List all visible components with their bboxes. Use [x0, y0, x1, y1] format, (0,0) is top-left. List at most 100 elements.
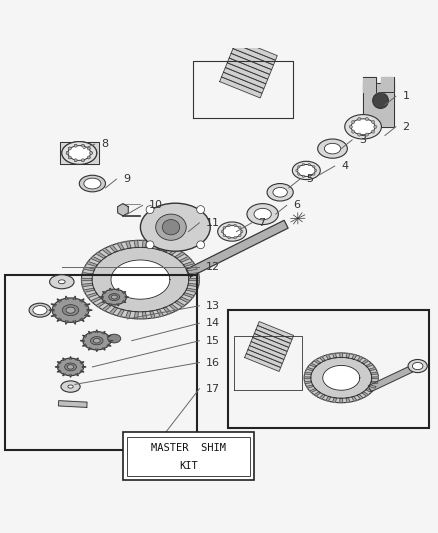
Polygon shape [246, 350, 282, 367]
Bar [123, 432, 254, 480]
Polygon shape [381, 77, 394, 92]
Circle shape [228, 237, 230, 239]
Bar [5, 275, 197, 450]
Polygon shape [310, 389, 317, 392]
Text: 2: 2 [403, 122, 410, 132]
Circle shape [365, 133, 368, 136]
Polygon shape [80, 318, 84, 321]
Polygon shape [73, 321, 75, 324]
Polygon shape [110, 288, 112, 290]
Polygon shape [222, 72, 264, 93]
Circle shape [74, 144, 77, 147]
Polygon shape [96, 301, 106, 307]
Polygon shape [157, 243, 163, 250]
Ellipse shape [68, 146, 91, 160]
Polygon shape [84, 288, 95, 292]
Polygon shape [82, 366, 86, 368]
Polygon shape [134, 312, 138, 319]
Polygon shape [357, 394, 363, 399]
Ellipse shape [292, 161, 320, 180]
Circle shape [87, 147, 90, 150]
Circle shape [297, 173, 300, 175]
Polygon shape [126, 241, 131, 248]
Text: 6: 6 [293, 200, 300, 211]
Circle shape [297, 166, 300, 168]
Ellipse shape [111, 295, 117, 299]
Polygon shape [84, 267, 95, 271]
Circle shape [68, 156, 71, 159]
Polygon shape [126, 311, 131, 318]
Text: KIT: KIT [179, 461, 198, 471]
Ellipse shape [83, 332, 111, 350]
Circle shape [314, 169, 317, 172]
Polygon shape [102, 332, 105, 334]
Polygon shape [96, 252, 106, 259]
Ellipse shape [84, 178, 101, 189]
Polygon shape [102, 301, 106, 303]
Circle shape [146, 241, 154, 249]
Circle shape [239, 234, 241, 237]
Text: MASTER  SHIM: MASTER SHIM [151, 443, 226, 453]
Polygon shape [319, 357, 325, 361]
Circle shape [66, 151, 69, 155]
Polygon shape [117, 303, 119, 306]
Polygon shape [117, 309, 124, 317]
Polygon shape [233, 44, 276, 65]
Ellipse shape [247, 204, 279, 224]
Polygon shape [326, 354, 331, 359]
Polygon shape [157, 309, 163, 317]
Circle shape [81, 159, 85, 161]
Polygon shape [109, 340, 113, 342]
Polygon shape [250, 342, 286, 359]
Polygon shape [223, 68, 266, 88]
Polygon shape [170, 304, 179, 311]
Polygon shape [235, 39, 277, 60]
Polygon shape [340, 398, 343, 403]
Ellipse shape [67, 365, 74, 369]
Polygon shape [82, 272, 93, 276]
Text: 8: 8 [101, 139, 108, 149]
Ellipse shape [155, 214, 186, 240]
Ellipse shape [49, 275, 74, 289]
Polygon shape [58, 401, 87, 407]
Polygon shape [110, 245, 117, 252]
Polygon shape [220, 77, 262, 98]
Text: 14: 14 [206, 318, 220, 328]
Circle shape [234, 224, 237, 227]
Ellipse shape [109, 294, 120, 301]
Polygon shape [180, 297, 190, 303]
Polygon shape [91, 297, 101, 303]
Polygon shape [248, 346, 284, 364]
Circle shape [371, 130, 374, 133]
Ellipse shape [62, 305, 79, 316]
Polygon shape [229, 53, 272, 74]
Polygon shape [51, 314, 57, 317]
Circle shape [296, 169, 298, 172]
Circle shape [74, 144, 77, 147]
Circle shape [373, 93, 389, 108]
Polygon shape [163, 245, 171, 252]
Polygon shape [118, 204, 128, 216]
Polygon shape [314, 392, 321, 396]
Text: 4: 4 [341, 161, 348, 171]
Polygon shape [63, 358, 66, 360]
Polygon shape [107, 344, 111, 346]
Ellipse shape [345, 115, 381, 139]
Text: 10: 10 [149, 200, 163, 211]
Bar [127, 437, 250, 476]
Polygon shape [332, 398, 336, 402]
Polygon shape [143, 240, 147, 247]
Circle shape [221, 230, 224, 233]
Text: 7: 7 [258, 218, 265, 228]
Circle shape [81, 159, 85, 161]
Polygon shape [110, 307, 117, 314]
Text: 11: 11 [206, 218, 220, 228]
Polygon shape [175, 301, 185, 307]
Circle shape [239, 227, 241, 229]
Polygon shape [125, 296, 129, 298]
Text: 12: 12 [206, 262, 220, 271]
Circle shape [68, 147, 71, 150]
Circle shape [240, 230, 243, 233]
Polygon shape [304, 377, 311, 379]
Polygon shape [82, 284, 93, 287]
